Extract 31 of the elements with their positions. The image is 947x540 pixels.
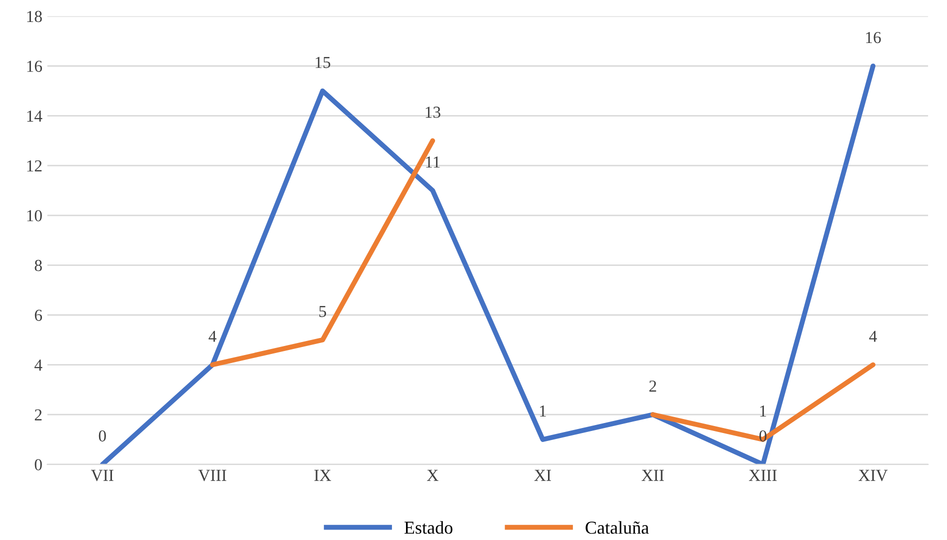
y-tick-label: 8 <box>34 260 42 272</box>
data-label: 1 <box>540 406 546 417</box>
data-label: 16 <box>866 32 881 44</box>
x-tick-label: IX <box>314 470 332 481</box>
y-tick-label: 18 <box>27 10 42 22</box>
data-label: 15 <box>316 56 330 68</box>
data-label: 0 <box>98 430 106 442</box>
data-label: 4 <box>869 330 877 342</box>
legend-label: Estado <box>404 521 452 534</box>
x-tick-label: XIII <box>748 470 777 481</box>
data-label: 11 <box>426 156 440 168</box>
x-tick-label: X <box>427 470 438 481</box>
y-tick-label: 6 <box>34 310 42 321</box>
y-tick-label: 2 <box>34 409 42 420</box>
legend-label: Cataluña <box>586 521 649 534</box>
y-tick-label: 4 <box>34 360 42 371</box>
data-label: 13 <box>426 106 440 118</box>
data-label: 4 <box>208 330 216 342</box>
y-tick-label: 0 <box>34 459 42 470</box>
y-tick-label: 12 <box>27 160 42 172</box>
y-tick-label: 10 <box>27 210 42 222</box>
y-tick-label: 14 <box>27 110 42 122</box>
x-tick-label: VII <box>91 470 114 482</box>
data-label: 2 <box>649 380 656 392</box>
x-tick-label: VIII <box>198 470 226 482</box>
y-tick-label: 16 <box>27 60 42 72</box>
x-tick-label: XII <box>642 470 664 481</box>
x-tick-label: XI <box>534 470 551 481</box>
x-tick-label: XIV <box>858 470 888 482</box>
data-label: 1 <box>760 406 766 417</box>
data-label: 5 <box>319 306 326 318</box>
